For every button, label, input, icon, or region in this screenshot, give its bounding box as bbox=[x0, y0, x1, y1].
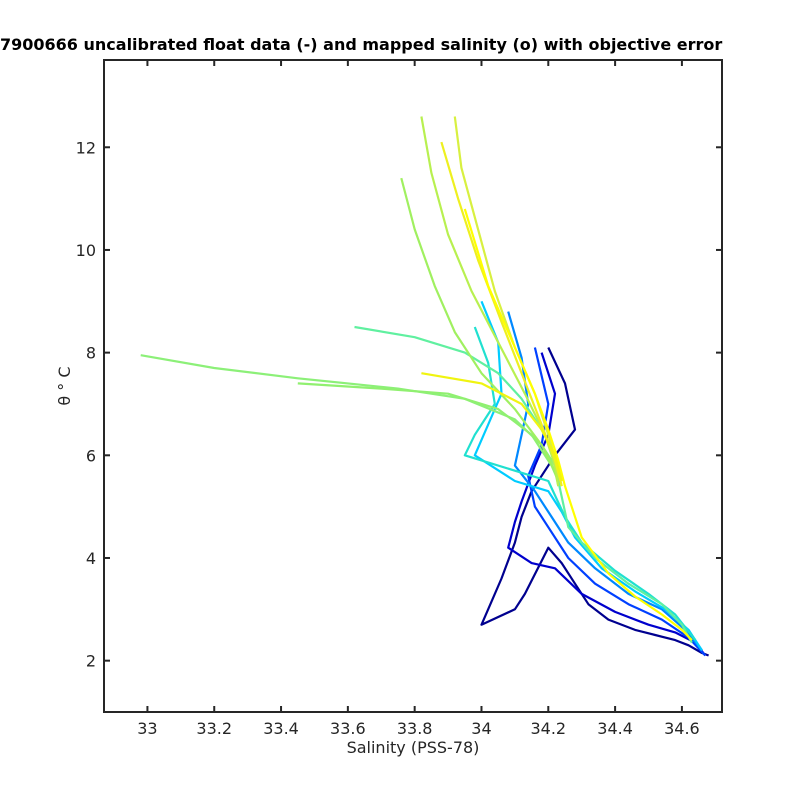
profile-line-11 bbox=[420, 116, 560, 487]
x-axis-label: Salinity (PSS-78) bbox=[347, 738, 480, 757]
profile-line-14 bbox=[463, 208, 693, 641]
profile-line-6 bbox=[463, 326, 697, 641]
profile-line-8 bbox=[140, 354, 560, 482]
y-axis-label: θ ° C bbox=[55, 366, 74, 405]
profile-line-3 bbox=[527, 347, 707, 657]
x-tick-label: 34.6 bbox=[664, 719, 700, 738]
y-tick-label: 4 bbox=[86, 549, 96, 568]
profile-line-15 bbox=[421, 372, 563, 482]
x-tick-label: 33.2 bbox=[196, 719, 232, 738]
profile-line-4 bbox=[507, 311, 703, 652]
profile-line-1 bbox=[480, 347, 709, 657]
x-tick-label: 33.6 bbox=[330, 719, 366, 738]
y-tick-label: 6 bbox=[86, 446, 96, 465]
x-tick-label: 33 bbox=[137, 719, 157, 738]
y-tick-label: 2 bbox=[86, 652, 96, 671]
profile-line-2 bbox=[507, 352, 707, 657]
x-tick-label: 34 bbox=[471, 719, 491, 738]
profile-line-12 bbox=[453, 116, 563, 487]
y-axis: 2 4 6 8 10 12 bbox=[76, 138, 722, 671]
profile-line-13 bbox=[440, 141, 563, 487]
plot-frame bbox=[103, 59, 723, 713]
chart-title: 7900666 uncalibrated float data (-) and … bbox=[0, 35, 722, 54]
y-tick-label: 12 bbox=[76, 138, 96, 157]
x-tick-label: 33.4 bbox=[263, 719, 299, 738]
profile-line-9 bbox=[297, 382, 560, 482]
x-tick-label: 34.2 bbox=[530, 719, 566, 738]
x-tick-label: 34.4 bbox=[597, 719, 633, 738]
x-axis: 33 33.2 33.4 33.6 33.8 34 34.2 34.4 34.6 bbox=[137, 60, 700, 738]
profile-line-5 bbox=[473, 300, 703, 652]
series-layer bbox=[140, 116, 709, 657]
y-tick-label: 8 bbox=[86, 344, 96, 363]
profile-line-10 bbox=[400, 177, 560, 487]
x-tick-label: 33.8 bbox=[397, 719, 433, 738]
y-tick-label: 10 bbox=[76, 241, 96, 260]
